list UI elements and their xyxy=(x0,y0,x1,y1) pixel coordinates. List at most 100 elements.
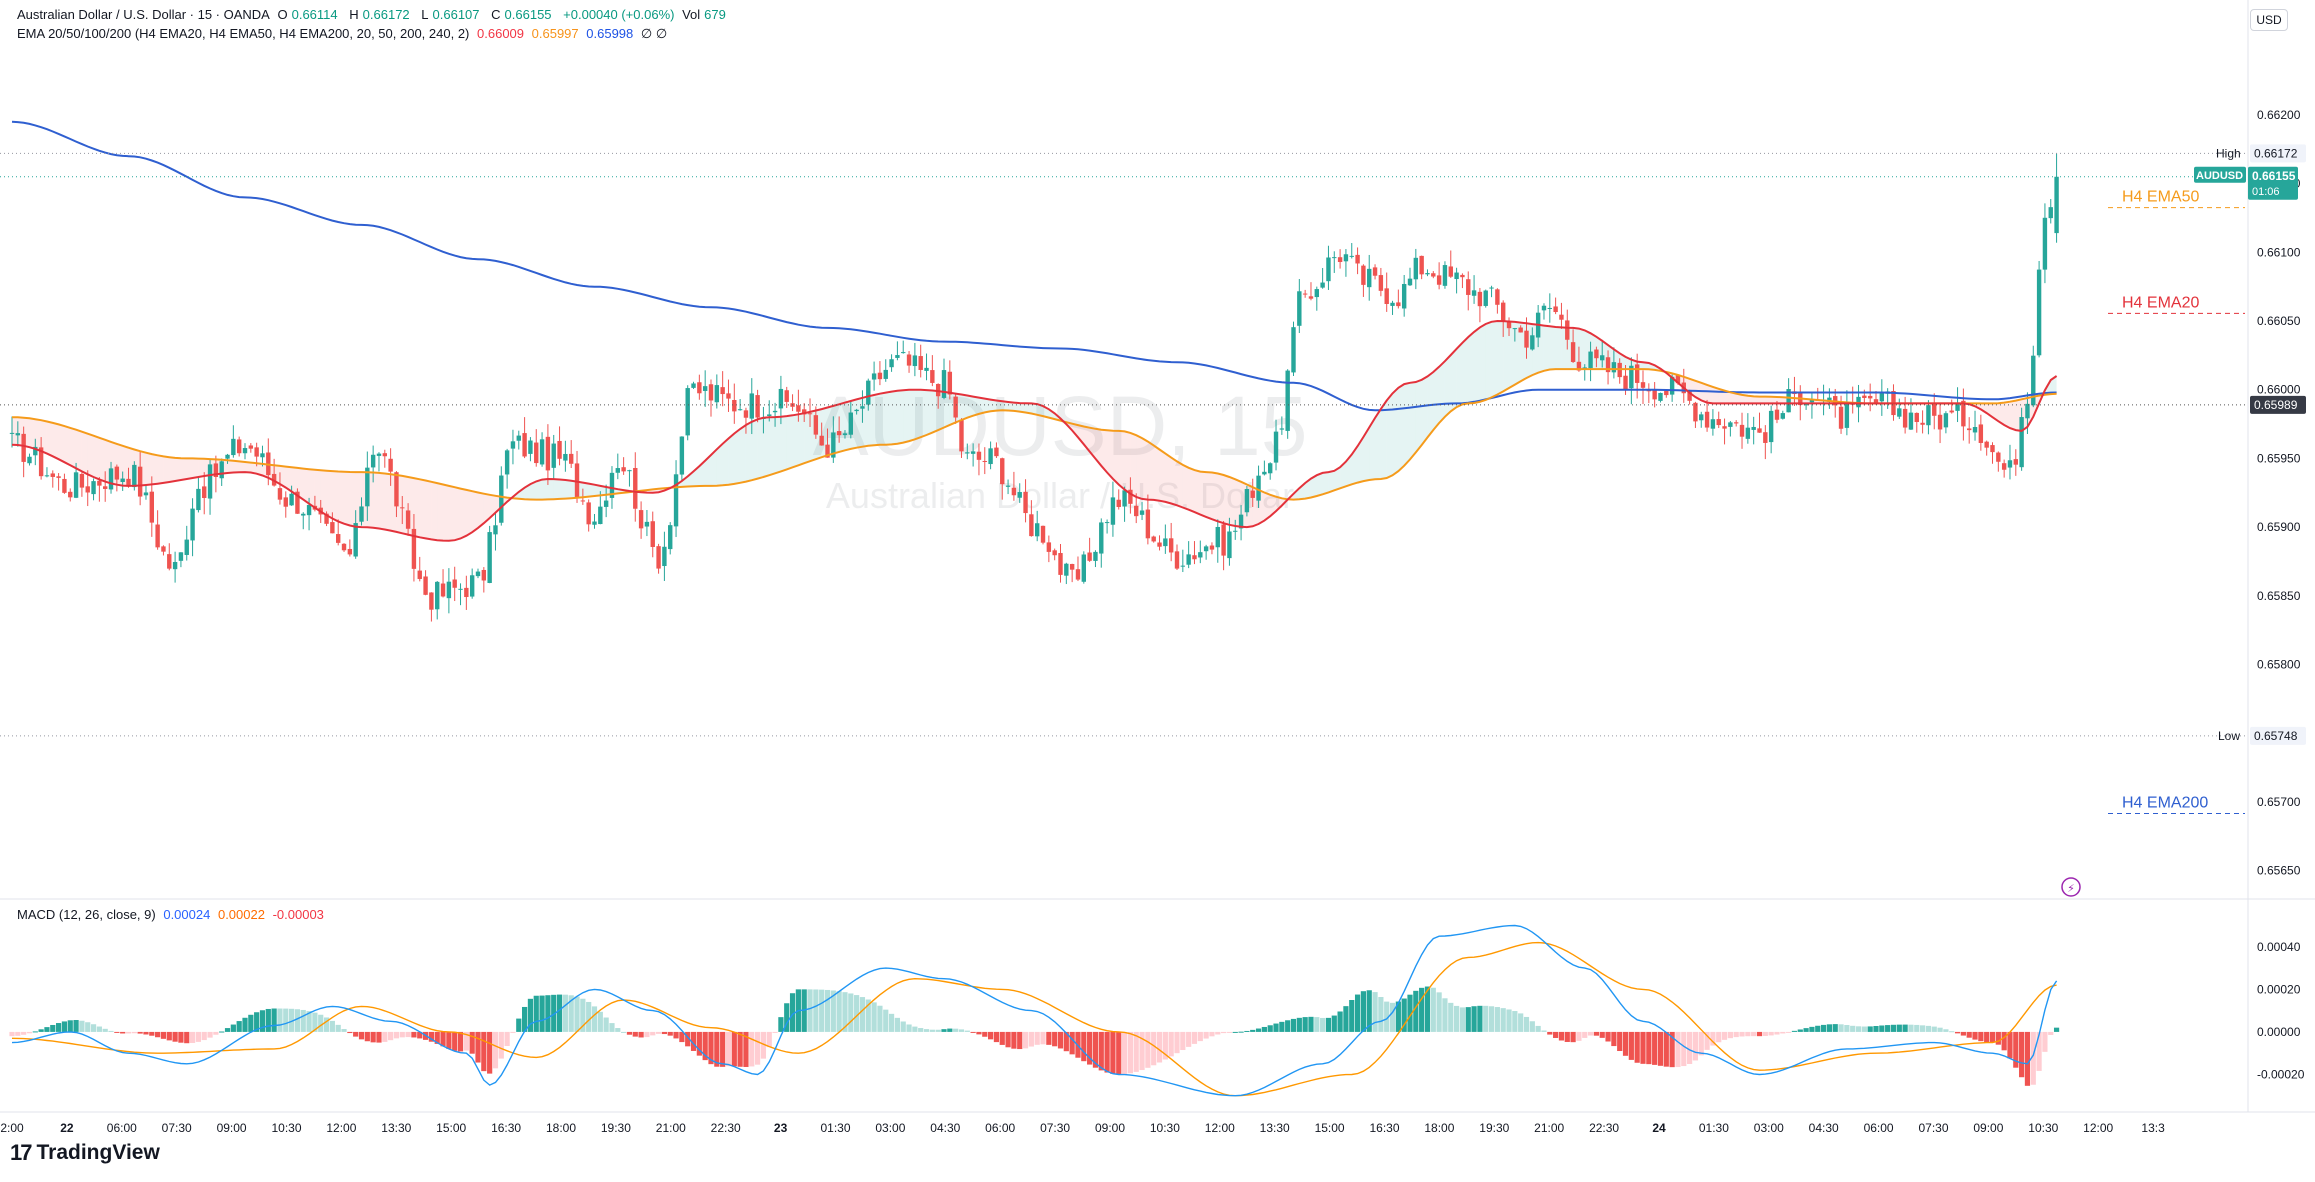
currency-button[interactable]: USD xyxy=(2250,9,2288,31)
candle-body xyxy=(1838,406,1844,429)
ema-cloud-segment xyxy=(1357,436,1364,483)
ema-cloud-segment xyxy=(978,397,985,414)
candle-body xyxy=(947,371,953,395)
candle-body xyxy=(1093,551,1098,561)
macd-histogram-bar xyxy=(1582,1031,1588,1038)
macd-histogram-bar xyxy=(685,1031,691,1047)
candle-body xyxy=(1104,522,1110,524)
price-tick-label: 0.65850 xyxy=(2257,589,2301,603)
tradingview-logo[interactable]: 17 TradingView xyxy=(10,1140,160,1166)
macd-histogram-bar xyxy=(574,996,580,1032)
macd-histogram-bar xyxy=(1710,1031,1716,1046)
candle-body xyxy=(1355,254,1360,264)
macd-histogram-bar xyxy=(1960,1031,1966,1036)
macd-histogram-bar xyxy=(219,1031,225,1033)
macd-histogram-bar xyxy=(1815,1025,1821,1032)
candle-body xyxy=(656,546,661,569)
candle-body xyxy=(1704,411,1710,428)
macd-histogram-bar xyxy=(79,1020,85,1032)
macd-histogram-bar xyxy=(1366,990,1372,1032)
ema-cloud-segment xyxy=(553,479,560,500)
macd-histogram-bar xyxy=(137,1031,143,1034)
ema-cloud-segment xyxy=(1578,328,1585,370)
candle-body xyxy=(1087,552,1092,561)
candle-body xyxy=(1168,538,1174,553)
candle-body xyxy=(1454,272,1459,280)
macd-histogram-bar xyxy=(2048,1031,2054,1035)
ema-cloud-segment xyxy=(1270,494,1277,517)
candle-body xyxy=(149,491,154,523)
macd-histogram-bar xyxy=(1832,1024,1838,1032)
price-tick-label: 0.66000 xyxy=(2257,383,2301,397)
ema-cloud-segment xyxy=(2004,401,2010,429)
ema-cloud-segment xyxy=(175,457,181,482)
price-tick-label: 0.65900 xyxy=(2257,520,2301,534)
candle-body xyxy=(953,396,958,418)
macd-histogram-bar xyxy=(854,995,860,1032)
candle-body xyxy=(1763,432,1768,443)
ema-cloud-segment xyxy=(1089,427,1096,459)
macd-histogram-bar xyxy=(428,1031,434,1042)
candle-body xyxy=(1623,375,1628,390)
candle-body xyxy=(534,442,539,464)
candle-body xyxy=(883,369,888,379)
candle-body xyxy=(813,415,819,435)
candle-body xyxy=(796,405,801,412)
candle-body xyxy=(772,410,778,413)
ema-cloud-segment xyxy=(1147,441,1154,500)
macd-histogram-bar xyxy=(1949,1031,1955,1033)
candle-body xyxy=(21,433,26,462)
macd-histogram-bar xyxy=(1407,994,1413,1032)
candle-body xyxy=(1134,505,1139,517)
time-tick-label: 06:00 xyxy=(985,1121,1015,1135)
ema-cloud-segment xyxy=(1456,342,1463,408)
macd-histogram-bar xyxy=(1890,1024,1897,1032)
ema-cloud-segment xyxy=(1747,395,1754,404)
macd-histogram-bar xyxy=(1966,1031,1972,1038)
candle-body xyxy=(2001,463,2007,470)
macd-histogram-bar xyxy=(1046,1031,1052,1045)
macd-histogram-bar xyxy=(964,1030,970,1032)
ema-cloud-segment xyxy=(699,460,706,487)
candle-body xyxy=(685,388,690,436)
macd-histogram-bar xyxy=(108,1030,114,1032)
ema-cloud-segment xyxy=(1392,387,1399,476)
macd-histogram-bar xyxy=(353,1031,359,1037)
ema-cloud-segment xyxy=(384,473,391,531)
macd-histogram-bar xyxy=(755,1031,761,1065)
macd-histogram-bar xyxy=(918,1028,924,1032)
ema-cloud-segment xyxy=(1450,348,1457,412)
ema-cloud-segment xyxy=(99,437,106,482)
ema-cloud-segment xyxy=(1276,496,1282,512)
candle-body xyxy=(341,543,347,551)
ema-cloud-segment xyxy=(914,389,921,440)
macd-histogram-bar xyxy=(1995,1031,2001,1045)
histogram-value: -0.00003 xyxy=(272,907,324,922)
candle-body xyxy=(1809,399,1815,403)
ema-cloud-segment xyxy=(1555,326,1562,370)
ema-cloud-segment xyxy=(1724,390,1731,404)
ema-cloud-segment xyxy=(489,494,496,519)
macd-histogram-bar xyxy=(405,1031,411,1038)
macd-histogram-bar xyxy=(644,1031,650,1038)
candle-body xyxy=(1250,490,1255,498)
macd-histogram-bar xyxy=(230,1024,236,1032)
ema-cloud-segment xyxy=(1345,454,1352,487)
macd-histogram-bar xyxy=(1634,1031,1640,1063)
macd-histogram-bar xyxy=(2007,1031,2013,1059)
candle-body xyxy=(388,458,393,472)
candle-body xyxy=(1867,395,1873,399)
macd-histogram-bar xyxy=(1599,1031,1605,1038)
candle-body xyxy=(207,464,213,499)
macd-histogram-bar xyxy=(265,1008,271,1032)
ema-cloud-segment xyxy=(1468,331,1475,404)
ema-cloud-segment xyxy=(425,480,432,540)
ema-cloud-segment xyxy=(1334,467,1341,491)
ema-cloud-segment xyxy=(1194,470,1201,515)
ema-cloud-segment xyxy=(984,398,991,413)
ema-cloud-segment xyxy=(52,422,59,460)
macd-histogram-bar xyxy=(85,1022,91,1032)
macd-histogram-bar xyxy=(690,1031,697,1051)
macd-histogram-bar xyxy=(923,1029,930,1032)
